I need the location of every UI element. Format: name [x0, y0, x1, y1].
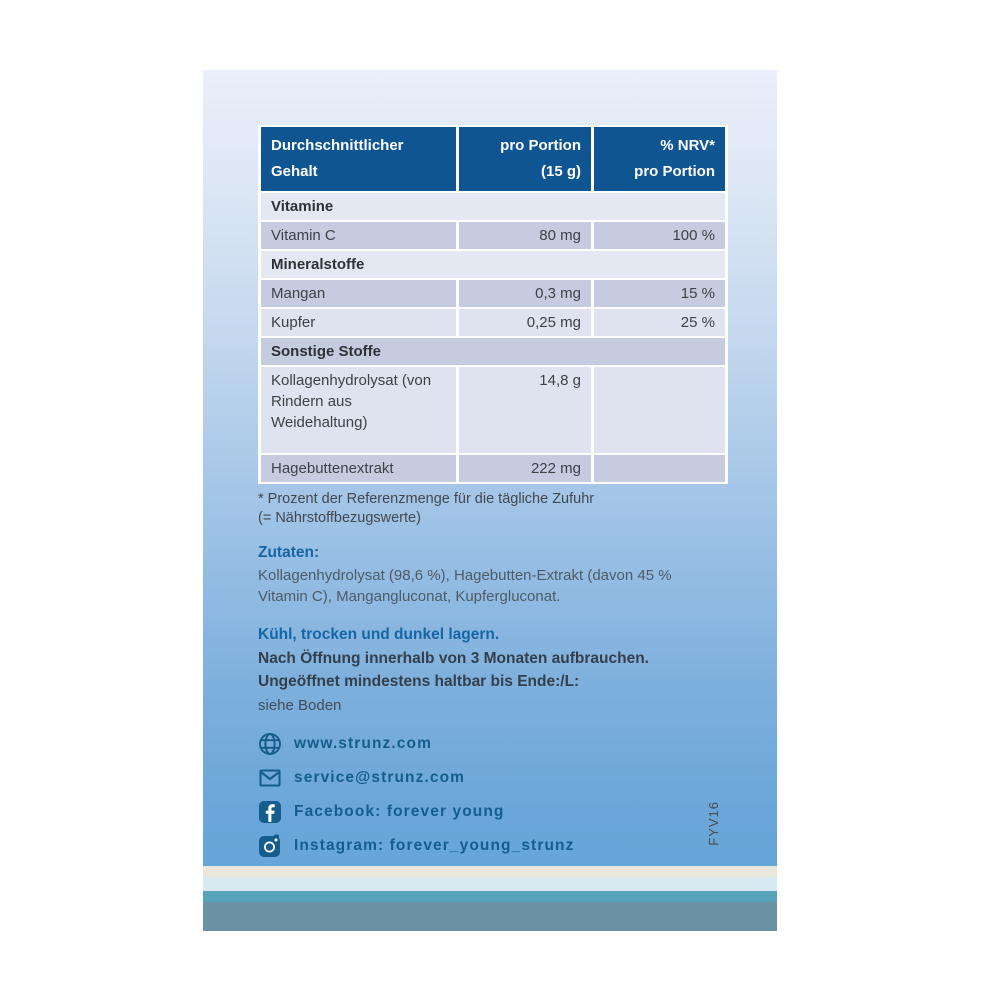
nutrient-nrv [594, 367, 725, 453]
ingredients-text: Kollagenhydrolysat (98,6 %), Hagebutten-… [258, 567, 672, 605]
website-text: www.strunz.com [294, 735, 432, 752]
facebook-icon [258, 800, 282, 824]
table-row-kollagenhydrolysat: Kollagenhydrolysat (von Rindern aus Weid… [261, 367, 725, 453]
storage-line-best-before: Ungeöffnet mindestens haltbar bis Ende:/… [258, 673, 580, 690]
label-content: Durchschnittlicher Gehalt pro Portion (1… [258, 125, 728, 863]
header-text: pro Portion [500, 137, 581, 154]
table-row-mangan: Mangan 0,3 mg 15 % [261, 280, 725, 307]
website-link: www.strunz.com [258, 727, 728, 761]
contact-links: www.strunz.com service@strunz.com [258, 727, 728, 863]
nutrient-nrv: 15 % [594, 280, 725, 307]
nutrient-name: Mangan [261, 280, 456, 307]
nutrient-nrv [594, 455, 725, 482]
table-header-row: Durchschnittlicher Gehalt pro Portion (1… [261, 127, 725, 191]
header-text: (15 g) [540, 163, 581, 180]
section-row-vitamine: Vitamine [261, 193, 725, 220]
nutrient-name: Kupfer [261, 309, 456, 336]
header-text: % NRV* [660, 137, 715, 154]
globe-icon [258, 732, 282, 756]
table-row-kupfer: Kupfer 0,25 mg 25 % [261, 309, 725, 336]
email-link: service@strunz.com [258, 761, 728, 795]
facebook-text: Facebook: forever young [294, 803, 505, 820]
footnote-line: * Prozent der Referenzmenge für die tägl… [258, 491, 595, 507]
section-label: Vitamine [261, 193, 725, 220]
nutrient-name: Hagebuttenextrakt [261, 455, 456, 482]
email-text: service@strunz.com [294, 769, 466, 786]
stripe-slate [203, 902, 777, 931]
storage-instructions: Kühl, trocken und dunkel lagern. Nach Öf… [258, 623, 718, 717]
header-cell-gehalt: Durchschnittlicher Gehalt [261, 127, 456, 191]
storage-line-after-opening: Nach Öffnung innerhalb von 3 Monaten auf… [258, 649, 649, 667]
product-label: Durchschnittlicher Gehalt pro Portion (1… [203, 70, 777, 931]
storage-line-cool-dry: Kühl, trocken und dunkel lagern. [258, 626, 500, 643]
ingredients-section: Zutaten: Kollagenhydrolysat (98,6 %), Ha… [258, 542, 698, 607]
stripe-teal [203, 891, 777, 902]
nutrient-amount: 14,8 g [459, 367, 591, 453]
instagram-text: Instagram: forever_young_strunz [294, 837, 575, 854]
instagram-icon [258, 834, 282, 858]
storage-line-see-bottom: siehe Boden [258, 696, 342, 714]
facebook-link: Facebook: forever young [258, 795, 728, 829]
nutrient-amount: 0,3 mg [459, 280, 591, 307]
section-label: Mineralstoffe [261, 251, 725, 278]
instagram-link: Instagram: forever_young_strunz [258, 829, 728, 863]
nutrient-amount: 0,25 mg [459, 309, 591, 336]
nutrition-table: Durchschnittlicher Gehalt pro Portion (1… [258, 125, 728, 484]
section-label: Sonstige Stoffe [261, 338, 725, 365]
header-text: Durchschnittlicher [271, 137, 404, 154]
email-icon [258, 766, 282, 790]
nutrient-nrv: 25 % [594, 309, 725, 336]
table-row-hagebuttenextrakt: Hagebuttenextrakt 222 mg [261, 455, 725, 482]
nutrient-amount: 222 mg [459, 455, 591, 482]
header-cell-portion: pro Portion (15 g) [459, 127, 591, 191]
section-row-mineralstoffe: Mineralstoffe [261, 251, 725, 278]
nutrient-amount: 80 mg [459, 222, 591, 249]
table-row-vitamin-c: Vitamin C 80 mg 100 % [261, 222, 725, 249]
nutrient-name: Kollagenhydrolysat (von Rindern aus Weid… [261, 367, 456, 453]
label-body: Durchschnittlicher Gehalt pro Portion (1… [203, 70, 777, 866]
batch-code: FYV16 [706, 801, 721, 846]
header-cell-nrv: % NRV* pro Portion [594, 127, 725, 191]
ingredients-heading: Zutaten: [258, 544, 320, 561]
nutrient-name: Vitamin C [261, 222, 456, 249]
header-text: pro Portion [634, 163, 715, 180]
footnote-line: (= Nährstoffbezugswerte) [258, 510, 421, 526]
section-row-sonstige-stoffe: Sonstige Stoffe [261, 338, 725, 365]
nrv-footnote: * Prozent der Referenzmenge für die tägl… [258, 490, 728, 528]
header-text: Gehalt [271, 163, 318, 180]
stripe-cream [203, 866, 777, 877]
stripe-pale-blue [203, 877, 777, 891]
nutrient-nrv: 100 % [594, 222, 725, 249]
